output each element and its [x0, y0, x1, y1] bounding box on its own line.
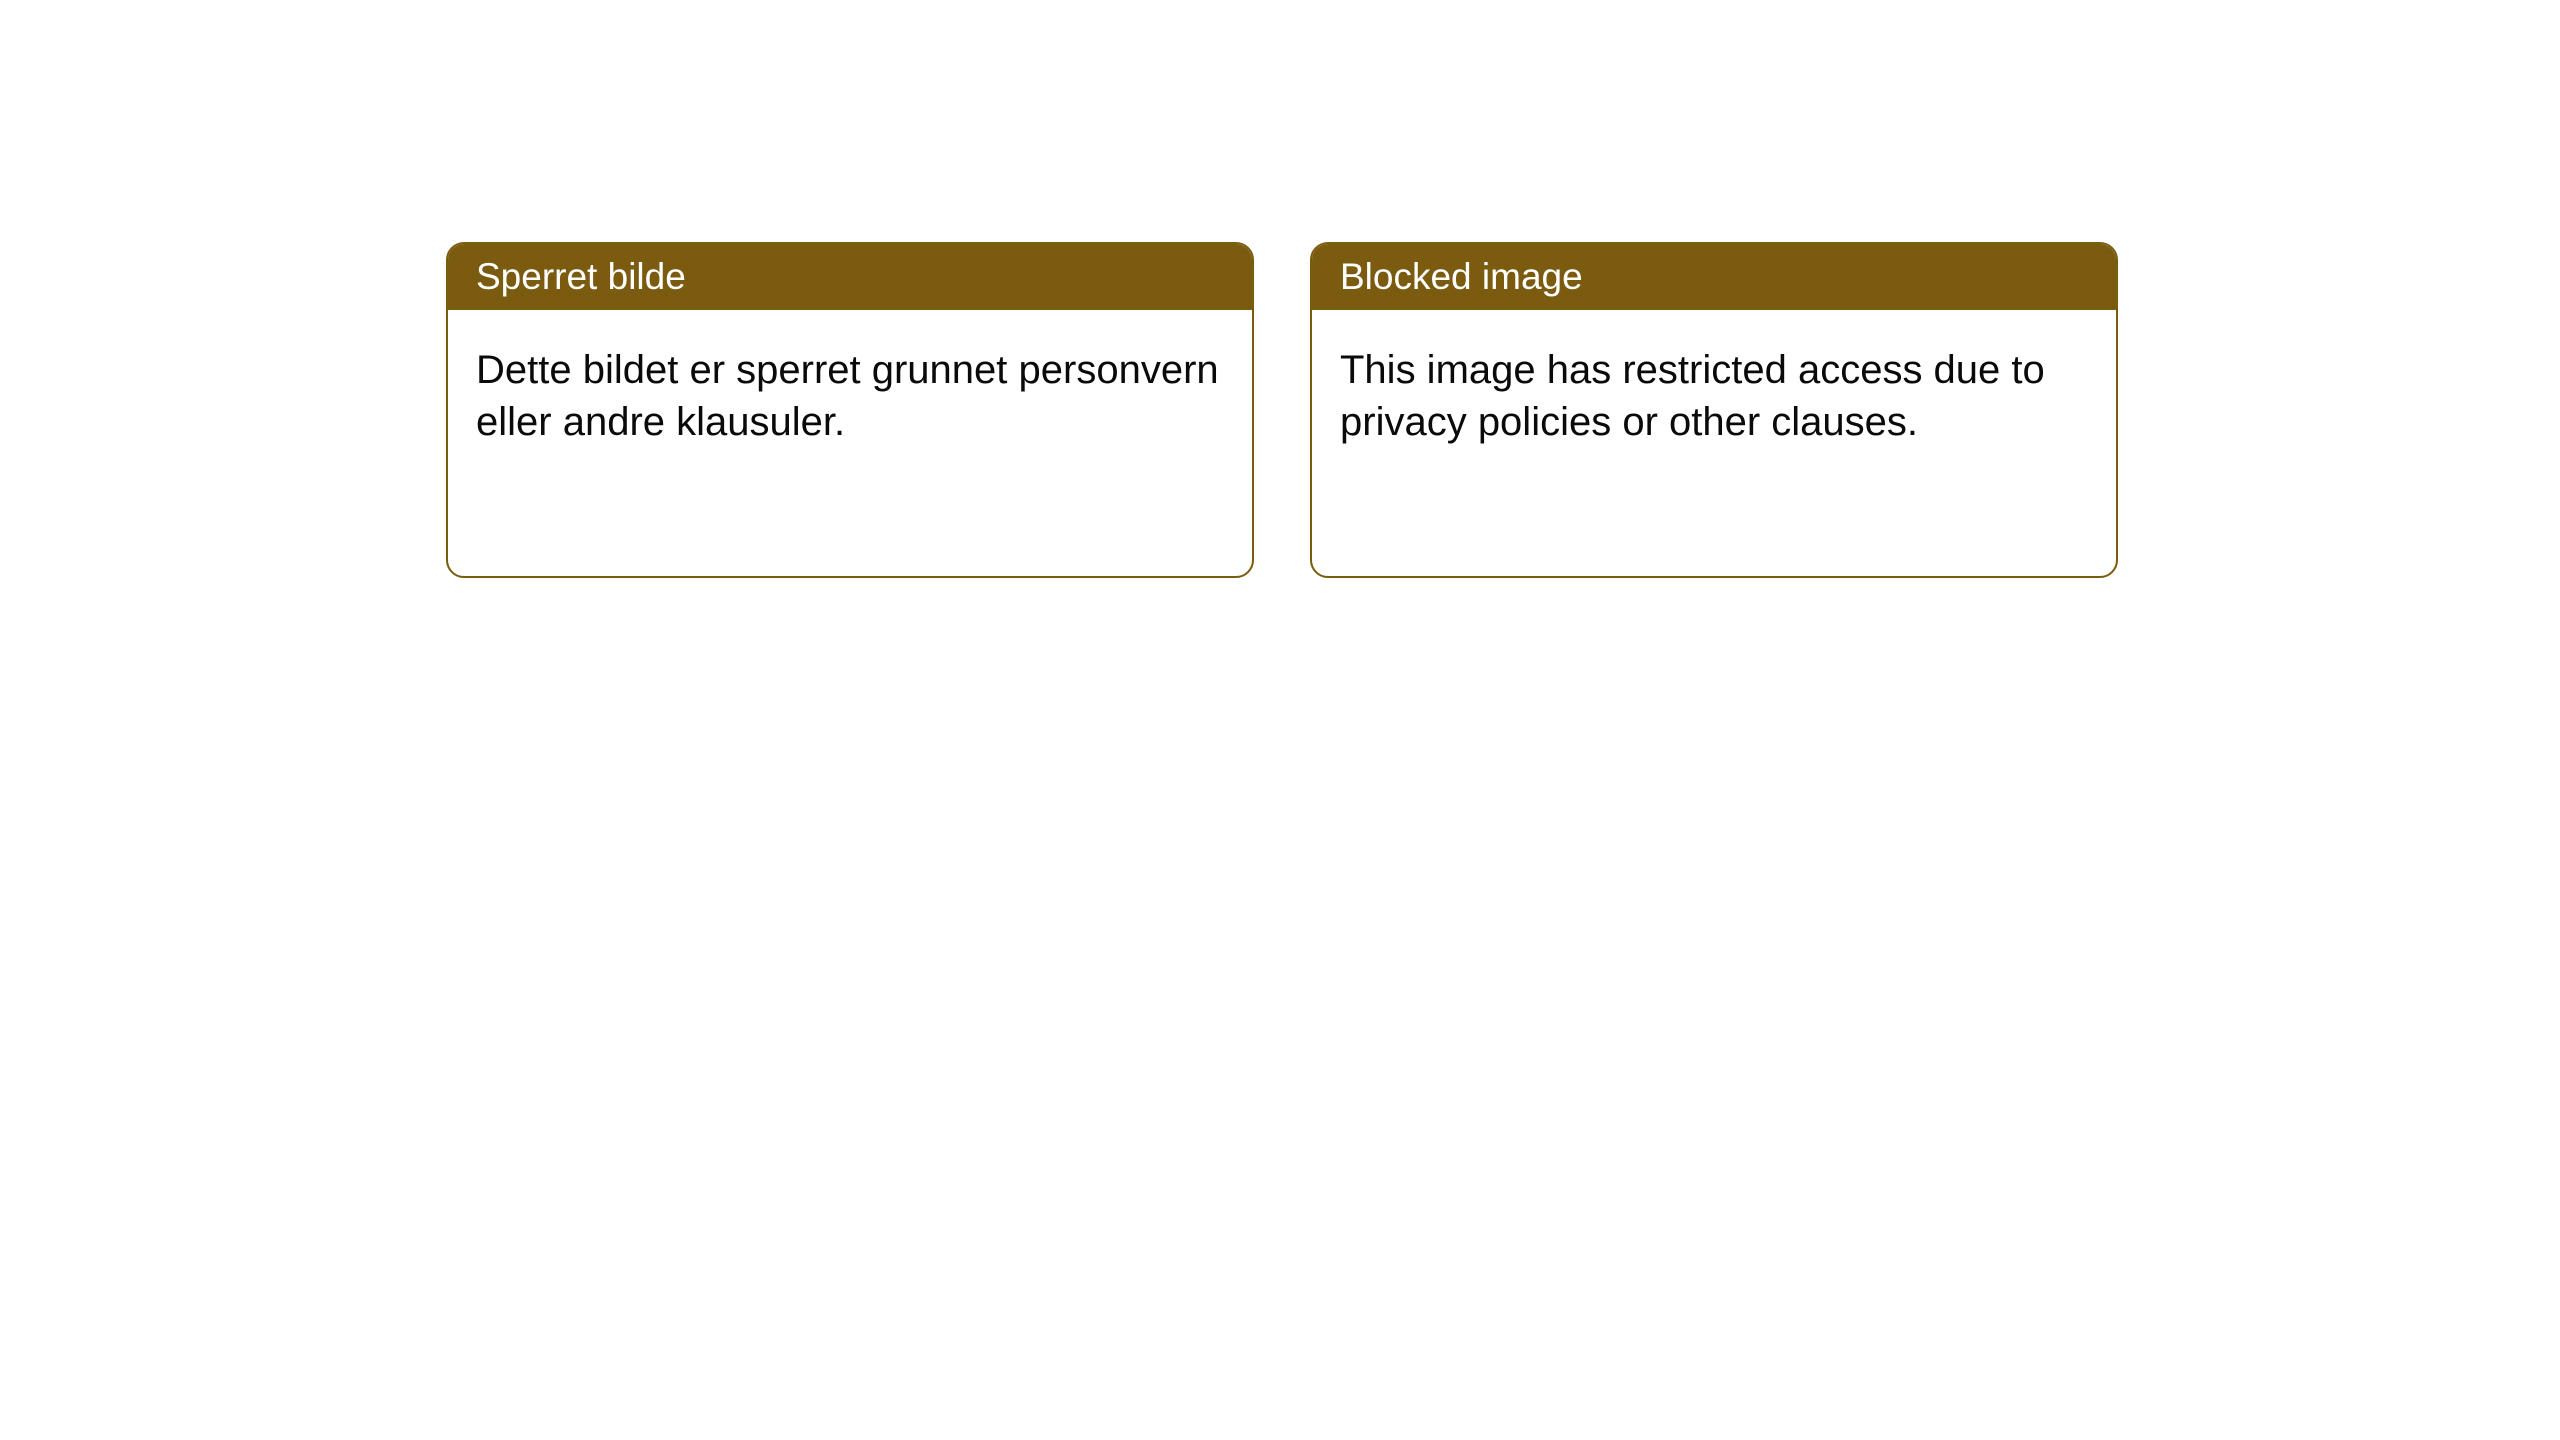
card-header: Sperret bilde [448, 244, 1252, 310]
card-title: Blocked image [1340, 256, 1583, 297]
card-title: Sperret bilde [476, 256, 686, 297]
card-body-text: Dette bildet er sperret grunnet personve… [476, 348, 1219, 444]
cards-container: Sperret bilde Dette bildet er sperret gr… [0, 0, 2560, 578]
card-body: This image has restricted access due to … [1312, 310, 2116, 482]
notice-card-no: Sperret bilde Dette bildet er sperret gr… [446, 242, 1254, 578]
card-body: Dette bildet er sperret grunnet personve… [448, 310, 1252, 482]
card-body-text: This image has restricted access due to … [1340, 348, 2045, 444]
card-header: Blocked image [1312, 244, 2116, 310]
notice-card-en: Blocked image This image has restricted … [1310, 242, 2118, 578]
